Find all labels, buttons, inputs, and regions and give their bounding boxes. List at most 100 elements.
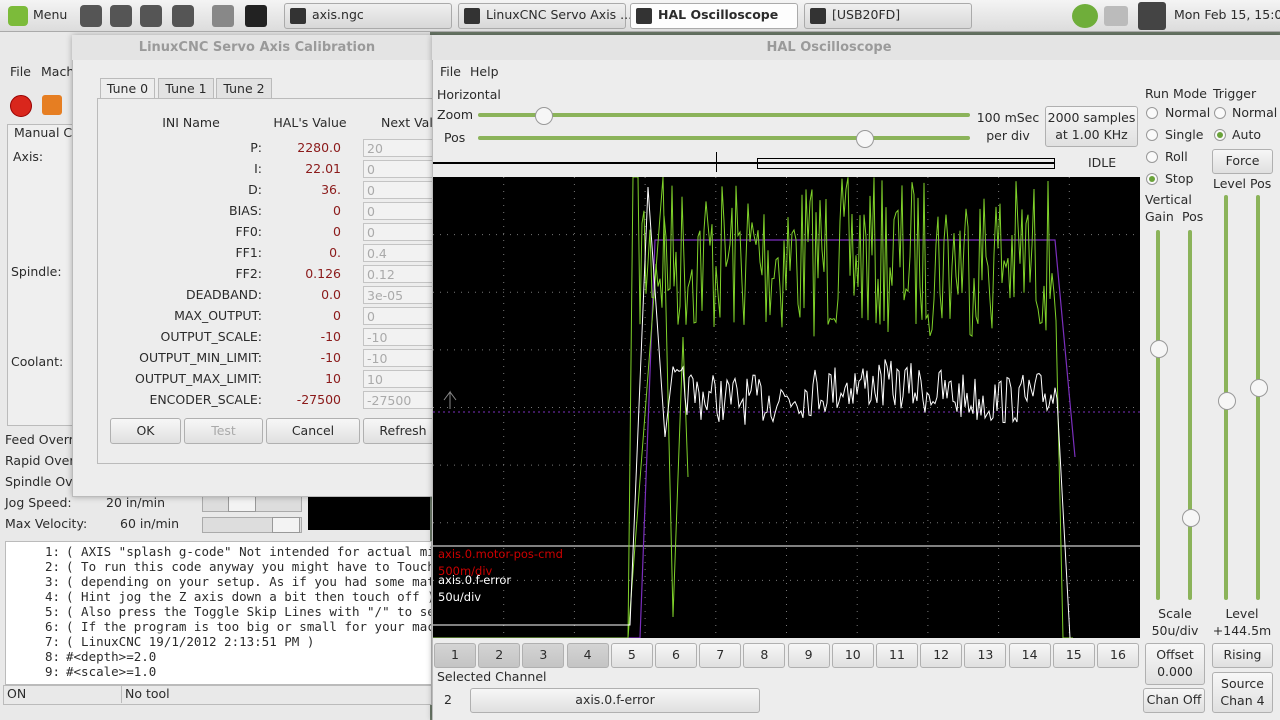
radio-label[interactable]: Roll <box>1165 149 1188 164</box>
channel-button[interactable]: 10 <box>831 643 874 668</box>
label: Vertical <box>1145 192 1192 207</box>
menu-item[interactable]: File <box>10 64 31 79</box>
next-value-entry[interactable]: 0 <box>363 160 443 178</box>
label: Pos <box>1250 176 1272 191</box>
next-value-entry[interactable]: 0.4 <box>363 244 443 262</box>
channel-button[interactable]: 1 <box>434 643 476 668</box>
channel-button[interactable]: 4 <box>566 643 609 668</box>
menu-item[interactable]: Mach <box>41 64 75 79</box>
label: 50u/div <box>1151 623 1199 638</box>
hal-value: 22.01 <box>305 161 341 176</box>
next-value-entry[interactable]: 0 <box>363 223 443 241</box>
next-value-entry[interactable]: 0 <box>363 181 443 199</box>
channel-button[interactable]: 2 <box>478 643 521 668</box>
param-name: DEADBAND: <box>185 287 262 302</box>
label: 2000 samples <box>1047 109 1136 125</box>
hal-value: 0 <box>333 308 341 323</box>
param-name: FF0: <box>235 224 262 239</box>
next-value-entry[interactable]: 20 <box>363 139 443 157</box>
label: Offset <box>1156 647 1194 663</box>
channel-button[interactable]: 9 <box>787 643 830 668</box>
gcode-line: ( To run this code anyway you might have… <box>66 559 432 574</box>
value: 20 in/min <box>106 495 166 510</box>
radio-label[interactable]: Single <box>1165 127 1204 142</box>
tab[interactable]: Tune 1 <box>158 78 214 98</box>
samples-button[interactable]: 2000 samples at 1.00 KHz <box>1045 106 1138 147</box>
channel-button[interactable]: 5 <box>610 643 653 668</box>
radio-label[interactable]: Normal <box>1165 105 1211 120</box>
next-value-entry[interactable]: -10 <box>363 328 443 346</box>
dialog-button[interactable]: Test <box>184 418 263 444</box>
label: Spindle: <box>11 264 62 279</box>
line-number: 2: <box>44 559 60 574</box>
next-value-entry[interactable]: -10 <box>363 349 443 367</box>
line-number: 9: <box>44 664 60 679</box>
tab[interactable]: Tune 0 <box>100 78 155 98</box>
label: Chan 4 <box>1220 692 1265 708</box>
channel-button[interactable]: 12 <box>920 643 963 668</box>
channel-button[interactable]: 7 <box>699 643 742 668</box>
status-bar <box>3 685 432 705</box>
radio <box>1146 129 1158 141</box>
channel-button[interactable]: 3 <box>522 643 565 668</box>
next-value-entry[interactable]: 0 <box>363 307 443 325</box>
task-label[interactable]: HAL Oscilloscope <box>658 7 779 22</box>
radio <box>1146 107 1158 119</box>
source-button[interactable]: Source Chan 4 <box>1212 672 1273 713</box>
channel-button[interactable]: 16 <box>1097 643 1139 668</box>
slider-track <box>478 136 970 140</box>
gcode-line: ( LinuxCNC 19/1/2012 2:13:51 PM ) <box>66 634 315 649</box>
record-line <box>433 162 1055 164</box>
gcode-line: ( If the program is too big or small for… <box>66 619 432 634</box>
trace-green-spike <box>627 177 689 638</box>
rising-button[interactable]: Rising <box>1212 643 1273 668</box>
menu-icon <box>8 6 28 26</box>
radio-label[interactable]: Auto <box>1232 127 1262 142</box>
task-button <box>284 3 452 29</box>
dialog-button[interactable]: OK <box>110 418 181 444</box>
override-label: Spindle Ove <box>5 474 81 489</box>
status-sep <box>121 685 122 703</box>
channel-button[interactable]: 13 <box>964 643 1007 668</box>
vslider-track <box>1256 195 1260 600</box>
menu-button[interactable]: Menu <box>33 7 68 22</box>
task-icon <box>810 8 826 24</box>
tab[interactable]: Tune 2 <box>216 78 272 98</box>
vslider-knob <box>1218 392 1236 410</box>
radio-label[interactable]: Normal <box>1232 105 1278 120</box>
tray-icon <box>1072 4 1098 28</box>
scope-plot <box>433 177 1140 638</box>
next-value-entry[interactable]: 3e-05 <box>363 286 443 304</box>
channel-button[interactable]: 11 <box>876 643 918 668</box>
task-label[interactable]: LinuxCNC Servo Axis ... <box>486 7 633 22</box>
chan-off-button[interactable]: Chan Off <box>1143 688 1205 713</box>
hal-value: 2280.0 <box>297 140 341 155</box>
dialog-button[interactable]: Refresh <box>363 418 443 444</box>
radio-label[interactable]: Stop <box>1165 171 1194 186</box>
next-value-entry[interactable]: -27500 <box>363 391 443 409</box>
channel-button[interactable]: 14 <box>1008 643 1051 668</box>
menu-item[interactable]: Help <box>470 64 499 79</box>
next-value-entry[interactable]: 0.12 <box>363 265 443 283</box>
offset-button[interactable]: Offset 0.000 <box>1145 643 1205 685</box>
force-button[interactable]: Force <box>1212 149 1273 174</box>
preview <box>308 495 430 530</box>
task-label[interactable]: axis.ngc <box>312 7 364 22</box>
channel-button[interactable]: 15 <box>1052 643 1095 668</box>
gcode-area: 1: ( AXIS "splash g-code" Not intended fo… <box>5 541 432 685</box>
channel-button[interactable]: 6 <box>655 643 697 668</box>
vslider-track <box>1188 230 1192 600</box>
next-value-entry[interactable]: 0 <box>363 202 443 220</box>
label: Source <box>1221 675 1264 691</box>
param-name: FF2: <box>235 266 262 281</box>
next-value-entry[interactable]: 10 <box>363 370 443 388</box>
dialog-button[interactable]: Cancel <box>266 418 360 444</box>
menu-item[interactable]: File <box>440 64 461 79</box>
channel-button[interactable]: 8 <box>743 643 786 668</box>
tab-label: Manual Co <box>14 125 80 140</box>
label: Pos <box>444 130 466 145</box>
slider-knob <box>535 107 553 125</box>
channel-name-button[interactable]: axis.0.f-error <box>470 688 760 713</box>
task-label[interactable]: [USB20FD] <box>832 7 901 22</box>
launcher-icon <box>212 5 234 27</box>
